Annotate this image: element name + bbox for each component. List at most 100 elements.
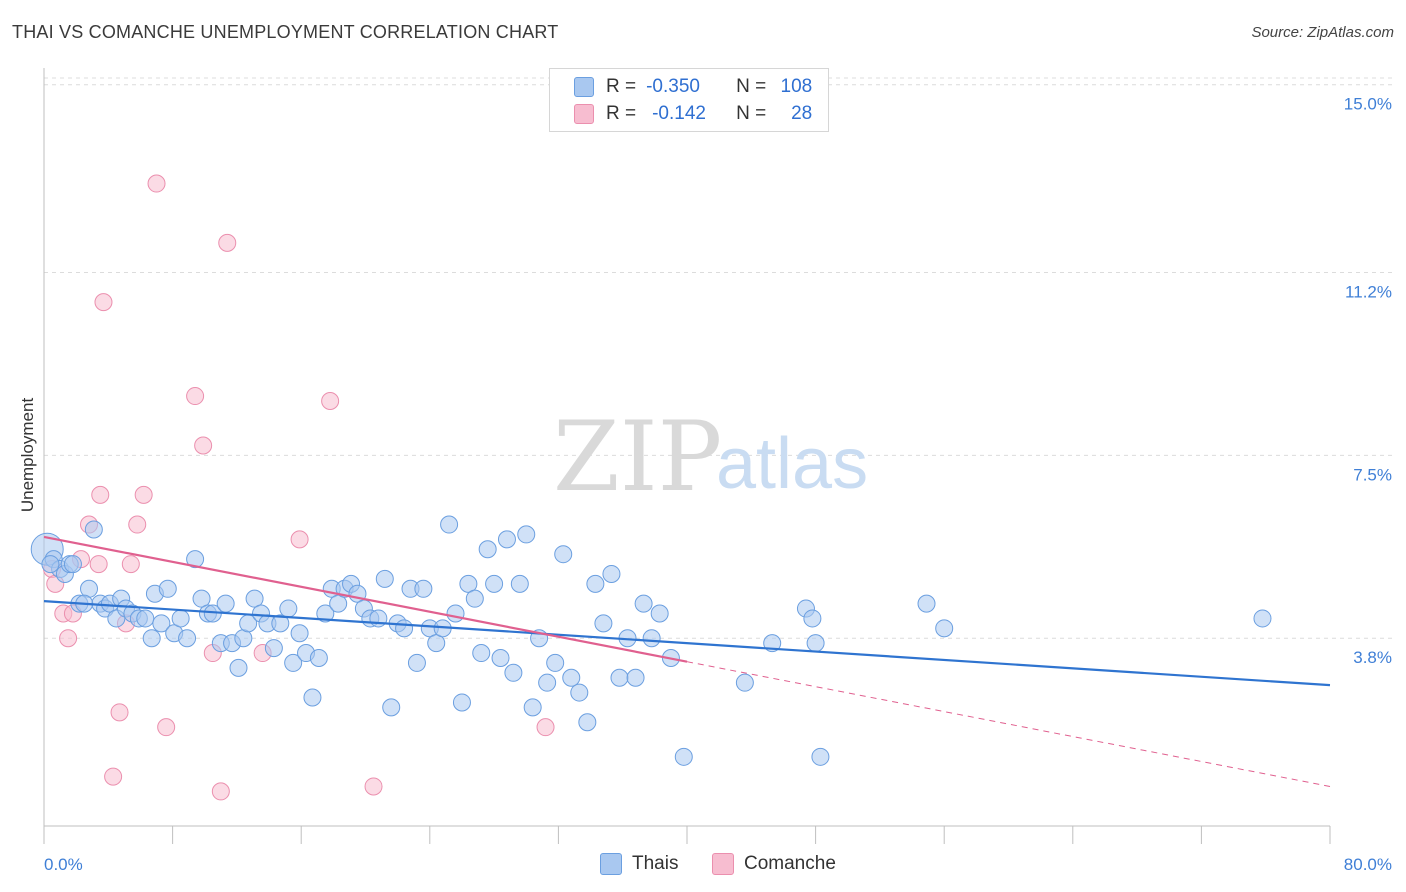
- n-label: N =: [736, 103, 767, 124]
- y-tick-label: 7.5%: [1353, 465, 1392, 484]
- comanche-points: [43, 174, 555, 801]
- comanche-point: [321, 391, 340, 410]
- r-label: R =: [606, 103, 637, 124]
- thais-point: [216, 594, 235, 613]
- r-value: -0.350: [646, 76, 700, 97]
- thais-point: [375, 569, 394, 588]
- thais-point: [440, 515, 459, 534]
- thais-point: [811, 747, 830, 766]
- comanche-point: [290, 530, 309, 549]
- thais-point: [634, 594, 653, 613]
- comanche-point: [59, 629, 78, 648]
- thais-point: [303, 688, 322, 707]
- thais-point: [192, 589, 211, 608]
- r-value: -0.142: [652, 103, 706, 124]
- thais-legend-swatch: [600, 853, 622, 875]
- comanche-point: [94, 293, 113, 312]
- thais-point: [497, 530, 516, 549]
- x-tick-label: 80.0%: [1344, 855, 1392, 874]
- thais-point: [735, 673, 754, 692]
- axes: [43, 68, 1331, 844]
- thais-point: [271, 614, 290, 633]
- comanche-point: [121, 555, 140, 574]
- thais-point: [284, 653, 303, 672]
- thais-point: [546, 653, 565, 672]
- thais-point: [407, 653, 426, 672]
- comanche-point: [91, 485, 110, 504]
- thais-point: [1253, 609, 1272, 628]
- thais-points: [30, 515, 1272, 766]
- thais-point: [465, 589, 484, 608]
- comanche-legend-label: Comanche: [744, 853, 836, 874]
- chart-title: THAI VS COMANCHE UNEMPLOYMENT CORRELATIO…: [12, 22, 559, 42]
- y-tick-label: 3.8%: [1353, 648, 1392, 667]
- thais-point: [414, 579, 433, 598]
- thais-point: [395, 619, 414, 638]
- thais-point: [602, 564, 621, 583]
- comanche-trend-line: [43, 535, 688, 663]
- thais-point: [562, 668, 581, 687]
- thais-legend-label: Thais: [632, 853, 679, 874]
- thais-point: [229, 658, 248, 677]
- watermark-zip: ZIP: [553, 401, 722, 513]
- comanche-point: [128, 515, 147, 534]
- comanche-point: [134, 485, 153, 504]
- thais-point: [517, 525, 536, 544]
- thais-point: [472, 644, 491, 663]
- thais-point: [171, 609, 190, 628]
- thais-point: [452, 693, 471, 712]
- comanche-point: [147, 174, 166, 193]
- thais-point: [427, 634, 446, 653]
- thais-point: [41, 555, 60, 574]
- legend-row-thais: R = -0.350 N = 108: [574, 74, 812, 100]
- thais-point: [382, 698, 401, 717]
- watermark: ZIP atlas: [553, 401, 868, 513]
- thais-point: [554, 545, 573, 564]
- thais-point: [570, 683, 589, 702]
- thais-point: [538, 673, 557, 692]
- comanche-point: [186, 387, 205, 406]
- thais-point: [84, 520, 103, 539]
- thais-point: [245, 589, 264, 608]
- thais-point: [329, 594, 348, 613]
- thais-point: [485, 574, 504, 593]
- n-value: 108: [780, 76, 813, 97]
- legend-item-thais[interactable]: Thais: [600, 852, 678, 876]
- thais-point: [478, 540, 497, 559]
- thais-point: [459, 574, 478, 593]
- thais-point: [309, 648, 328, 667]
- thais-swatch: [574, 77, 594, 97]
- thais-trend-line: [43, 600, 1331, 687]
- y-tick-label: 15.0%: [1344, 95, 1392, 114]
- thais-point: [264, 639, 283, 658]
- comanche-point: [364, 777, 383, 796]
- thais-point: [626, 668, 645, 687]
- r-label: R =: [606, 76, 637, 97]
- gridlines: [44, 77, 1392, 639]
- comanche-point: [536, 718, 555, 737]
- n-label: N =: [736, 76, 767, 97]
- thais-point: [803, 609, 822, 628]
- thais-point: [279, 599, 298, 618]
- comanche-trend-extension: [686, 661, 1331, 787]
- thais-point: [158, 579, 177, 598]
- comanche-point: [211, 782, 230, 801]
- comanche-legend-swatch: [712, 853, 734, 875]
- thais-point: [586, 574, 605, 593]
- comanche-point: [104, 767, 123, 786]
- thais-point: [504, 663, 523, 682]
- thais-point: [674, 747, 693, 766]
- thais-point: [642, 629, 661, 648]
- legend-row-comanche: R = -0.142 N = 28: [574, 101, 812, 127]
- comanche-point: [89, 555, 108, 574]
- thais-point: [491, 648, 510, 667]
- thais-point: [610, 668, 629, 687]
- thais-point: [290, 624, 309, 643]
- thais-point: [578, 713, 597, 732]
- thais-point: [523, 698, 542, 717]
- watermark-atlas: atlas: [716, 424, 868, 504]
- legend-item-comanche[interactable]: Comanche: [712, 852, 836, 876]
- comanche-point: [110, 703, 129, 722]
- x-tick-label: 0.0%: [44, 855, 83, 874]
